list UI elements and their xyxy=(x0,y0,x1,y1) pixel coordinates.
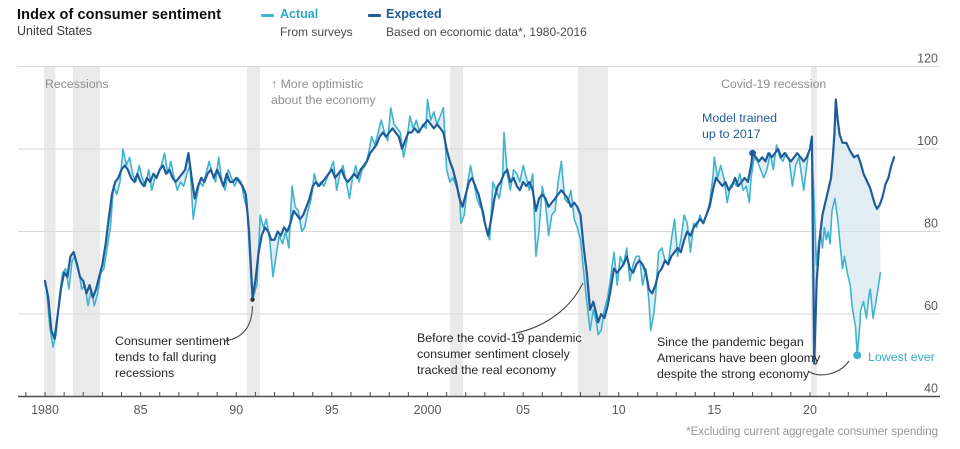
x-tick-label: 20 xyxy=(803,403,817,417)
y-tick-label: 120 xyxy=(917,52,938,66)
legend-sublabel-expected: Based on economic data*, 1980-2016 xyxy=(386,25,587,39)
gridlines-layer xyxy=(18,66,940,315)
model-trained-note: Model trained up to 2017 xyxy=(702,111,778,141)
covid-recession-label: Covid-19 recession xyxy=(721,77,827,91)
lowest-ever-label: Lowest ever xyxy=(868,350,935,364)
more-optimistic-note: ↑ More optimistic about the economy xyxy=(271,77,376,107)
fall-during-recessions-note: Consumer sentiment tends to fall during … xyxy=(115,334,230,380)
legend-swatch-expected xyxy=(368,14,381,17)
point-markers-layer xyxy=(250,149,862,360)
recession-dip-dot xyxy=(250,297,255,302)
legend-label-actual: Actual xyxy=(280,7,319,21)
legend-label-expected: Expected xyxy=(386,7,442,21)
y-tick-label: 40 xyxy=(924,382,938,396)
x-tick-label: 95 xyxy=(325,403,339,417)
series-line-actual xyxy=(44,98,882,357)
x-tick-label: 05 xyxy=(516,403,530,417)
x-tick-label: 1980 xyxy=(31,403,59,417)
legend-swatch-actual xyxy=(261,14,274,17)
y-tick-label: 100 xyxy=(917,134,938,148)
x-tick-label: 10 xyxy=(612,403,626,417)
x-axis-layer xyxy=(18,392,940,398)
axis-labels-layer: 1980 85 90 95 2000 05 10 15 20 40 60 80 100 120 xyxy=(31,52,938,418)
legend-sublabel-actual: From surveys xyxy=(280,25,353,39)
series-line-expected xyxy=(43,98,896,365)
page-title: Index of consumer sentiment xyxy=(17,7,222,23)
x-tick-label: 85 xyxy=(134,403,148,417)
connector-lowest-ever xyxy=(807,360,850,376)
annotation-connectors-layer xyxy=(224,282,850,376)
y-tick-label: 60 xyxy=(924,299,938,313)
x-tick-label: 15 xyxy=(707,403,721,417)
model-trained-dot xyxy=(749,149,757,157)
x-tick-label: 2000 xyxy=(414,403,442,417)
since-pandemic-note: Since the pandemic began Americans have … xyxy=(657,335,821,381)
connector-recession-note xyxy=(224,305,254,342)
x-tick-label: 90 xyxy=(229,403,243,417)
connector-before-covid-note xyxy=(515,282,584,334)
series-lines-layer xyxy=(43,98,896,365)
recessions-label: Recessions xyxy=(45,77,109,91)
footnote: *Excluding current aggregate consumer sp… xyxy=(686,426,938,438)
page-subtitle: United States xyxy=(17,24,93,38)
before-covid-note: Before the covid-19 pandemic consumer se… xyxy=(417,331,582,377)
lowest-ever-dot xyxy=(853,351,862,360)
y-tick-label: 80 xyxy=(924,217,938,231)
